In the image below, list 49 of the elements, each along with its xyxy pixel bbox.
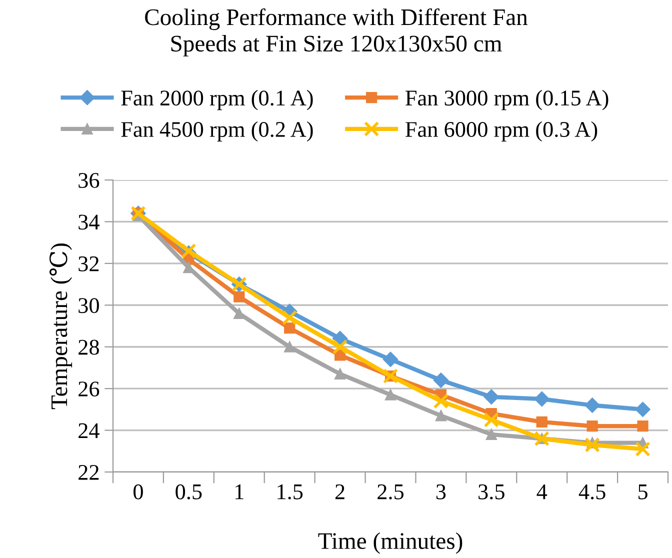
y-tick-label: 24 [78,423,100,438]
y-tick-label: 30 [78,298,99,314]
point [435,410,447,422]
y-tick-label: 36 [78,172,100,188]
point [484,412,500,428]
point [433,393,449,409]
y-tick-label: 22 [78,464,99,480]
x-tick-label: 1.5 [278,484,303,500]
x-tick-label: 2 [335,484,344,500]
point [536,416,548,428]
x-tick-label: 1 [236,484,244,500]
point [384,389,396,400]
y-tick-label: 26 [78,382,100,396]
point [635,441,650,457]
x-tick-label: 3 [436,484,446,500]
chart-title: Cooling Performance with Different Fan Speeds at Fin Size 120x130x50 cm [145,8,528,56]
legend-label: Fan 4500 rpm (0.2 A) [121,121,313,142]
x-tick-label: 0.5 [176,484,202,500]
point [332,339,348,354]
point [234,291,245,302]
point [382,352,398,367]
x-tick-label: 4.5 [578,484,606,500]
point [284,341,296,352]
point [637,420,648,432]
point [534,391,550,407]
x-tick-label: 3.5 [478,484,504,500]
point [334,368,346,380]
x-tick-label: 0 [134,484,143,500]
y-tick-label: 28 [78,340,99,355]
point [586,420,598,432]
y-axis-title: Temperature (℃) [49,244,72,410]
point [584,437,600,453]
x-tick-label: 5 [638,484,648,500]
point [433,372,449,388]
x-tick-label: 2.5 [378,484,404,500]
point [284,322,296,334]
y-tick-label: 32 [78,256,99,272]
point [234,308,245,320]
legend-label: Fan 3000 rpm (0.15 A) [406,90,608,110]
x-tick-label: 4 [536,484,548,500]
point [484,389,499,404]
legend-label: Fan 6000 rpm (0.3 A) [406,121,598,142]
y-tick-label: 34 [78,214,100,230]
point [635,402,650,417]
point [584,398,600,413]
point [486,428,497,440]
x-axis-title: Time (minutes) [318,532,462,554]
point [282,310,298,326]
legend-label: Fan 2000 rpm (0.1 A) [121,90,313,110]
